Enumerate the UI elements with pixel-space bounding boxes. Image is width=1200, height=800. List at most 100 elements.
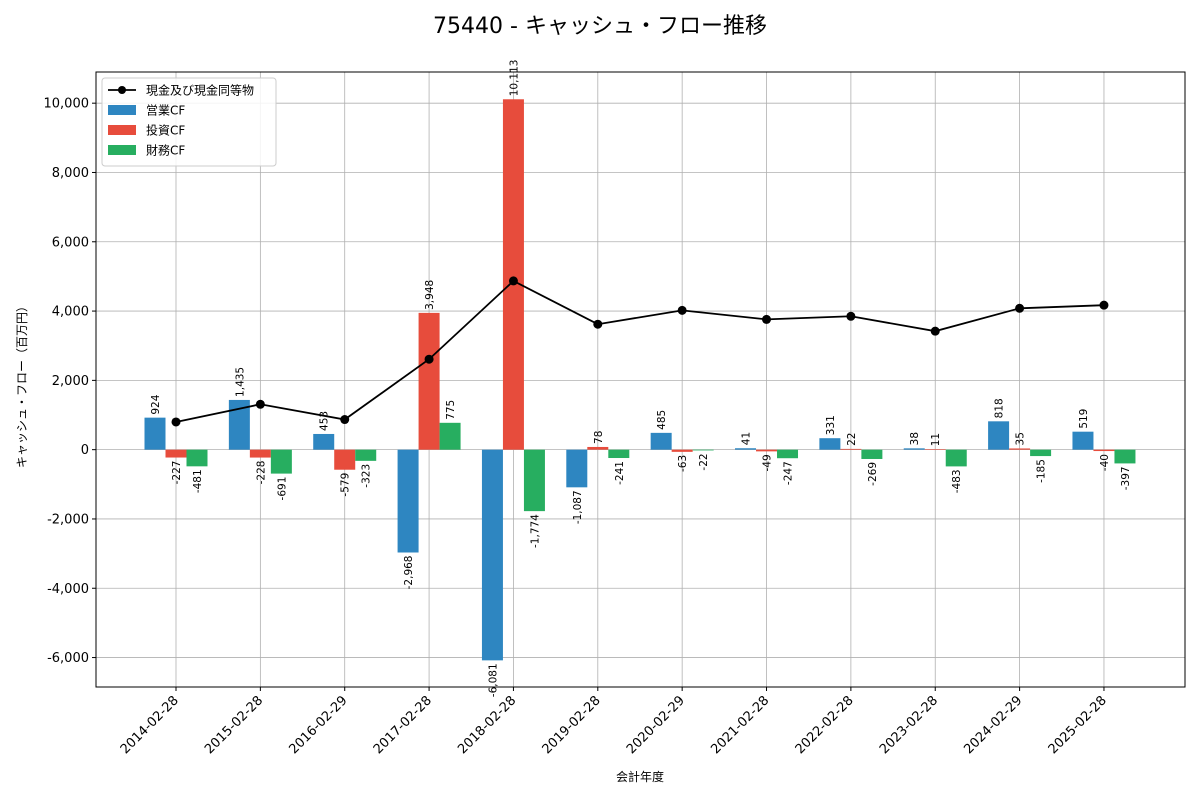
cash-point-2025-02-28	[1099, 300, 1109, 310]
y-tick-label: -2,000	[47, 512, 89, 527]
bar-投資CF-2023-02-28	[924, 449, 946, 450]
bar-投資CF-2025-02-28	[1093, 449, 1115, 452]
bar-財務CF-2018-02-28	[523, 449, 545, 512]
plot-frame	[95, 71, 1186, 688]
bar-営業CF-2021-02-28	[735, 448, 757, 450]
bar-投資CF-2017-02-28	[418, 312, 440, 450]
bar-財務CF-2020-02-29	[692, 449, 714, 451]
bars	[144, 99, 1136, 661]
cash-point-2022-02-28	[846, 311, 856, 321]
bar-投資CF-2021-02-28	[756, 449, 778, 452]
data-label-財務CF-2024-02-29: -185	[1036, 459, 1048, 483]
cash-line	[171, 276, 1109, 427]
data-label-財務CF-2020-02-29: -22	[698, 453, 710, 470]
data-label-営業CF-2021-02-28: 41	[741, 432, 753, 445]
data-label-投資CF-2014-02-28: -227	[171, 461, 183, 485]
legend-swatch-営業CF	[108, 105, 136, 115]
bar-投資CF-2020-02-29	[671, 449, 693, 452]
data-label-営業CF-2015-02-28: 1,435	[234, 367, 246, 397]
data-label-投資CF-2024-02-29: 35	[1015, 432, 1027, 445]
data-label-営業CF-2022-02-28: 331	[825, 415, 837, 435]
bar-財務CF-2025-02-28	[1114, 449, 1136, 464]
data-label-投資CF-2021-02-28: -49	[762, 454, 774, 471]
data-label-財務CF-2019-02-28: -241	[614, 461, 626, 485]
y-tick-label: 8,000	[52, 166, 89, 181]
data-label-投資CF-2023-02-28: 11	[930, 433, 942, 446]
data-label-財務CF-2018-02-28: -1,774	[529, 514, 541, 548]
y-axis-label: キャッシュ・フロー（百万円）	[15, 300, 29, 468]
chart-title: 75440 - キャッシュ・フロー推移	[433, 14, 767, 39]
cash-point-2017-02-28	[424, 354, 434, 364]
data-label-財務CF-2017-02-28: 775	[445, 400, 457, 420]
cash-point-2015-02-28	[255, 399, 265, 409]
bar-営業CF-2019-02-28	[566, 449, 588, 488]
data-label-投資CF-2025-02-28: -40	[1099, 454, 1111, 471]
legend-label-投資CF: 投資CF	[146, 123, 185, 138]
data-label-営業CF-2024-02-29: 818	[994, 398, 1006, 418]
cash-point-2016-02-29	[340, 415, 350, 425]
bar-営業CF-2025-02-28	[1072, 431, 1094, 450]
data-label-営業CF-2020-02-29: 485	[656, 410, 668, 430]
bar-営業CF-2023-02-28	[903, 448, 925, 450]
x-axis-label: 会計年度	[616, 769, 664, 784]
cash-point-2020-02-29	[677, 305, 687, 315]
data-label-投資CF-2019-02-28: 78	[593, 431, 605, 444]
cash-line-path	[175, 279, 1104, 423]
data-label-財務CF-2023-02-28: -483	[951, 469, 963, 493]
data-label-財務CF-2021-02-28: -247	[783, 461, 795, 485]
cash-point-2019-02-28	[593, 319, 603, 329]
cash-point-2021-02-28	[762, 314, 772, 324]
bar-財務CF-2017-02-28	[439, 422, 461, 450]
bar-財務CF-2023-02-28	[945, 449, 967, 467]
bar-営業CF-2020-02-29	[650, 432, 672, 450]
bar-投資CF-2019-02-28	[587, 446, 609, 450]
legend-label-財務CF: 財務CF	[146, 143, 185, 158]
cash-point-2018-02-28	[508, 276, 518, 286]
y-tick-label: 6,000	[52, 235, 89, 250]
data-label-投資CF-2015-02-28: -228	[255, 461, 267, 485]
bar-営業CF-2017-02-28	[397, 449, 419, 553]
bar-投資CF-2014-02-28	[165, 449, 187, 458]
bar-営業CF-2022-02-28	[819, 438, 841, 450]
grid-lines	[96, 72, 1185, 687]
bar-財務CF-2024-02-29	[1030, 449, 1052, 457]
data-label-財務CF-2015-02-28: -691	[276, 477, 288, 501]
data-label-財務CF-2014-02-28: -481	[192, 469, 204, 493]
data-label-営業CF-2014-02-28: 924	[150, 394, 162, 414]
data-label-財務CF-2016-02-29: -323	[361, 464, 373, 488]
cash-point-2014-02-28	[171, 417, 181, 427]
bar-営業CF-2014-02-28	[144, 417, 166, 450]
bar-財務CF-2015-02-28	[270, 449, 292, 474]
legend-swatch-財務CF	[108, 145, 136, 155]
bar-財務CF-2019-02-28	[608, 449, 630, 459]
bar-営業CF-2024-02-29	[988, 421, 1010, 450]
cash-point-2023-02-28	[930, 326, 940, 336]
legend-box	[101, 77, 277, 167]
bar-財務CF-2021-02-28	[777, 449, 799, 459]
y-tick-label: 0	[81, 443, 89, 458]
bar-投資CF-2018-02-28	[502, 99, 524, 450]
data-label-投資CF-2022-02-28: 22	[846, 433, 858, 446]
bar-投資CF-2024-02-29	[1009, 448, 1031, 450]
y-tick-label: 2,000	[52, 374, 89, 389]
legend-label-営業CF: 営業CF	[146, 104, 185, 118]
bar-投資CF-2022-02-28	[840, 448, 862, 450]
data-label-営業CF-2017-02-28: -2,968	[403, 555, 415, 589]
data-label-財務CF-2022-02-28: -269	[867, 462, 879, 486]
bar-営業CF-2015-02-28	[228, 399, 250, 450]
y-tick-label: -4,000	[47, 582, 89, 597]
data-label-営業CF-2025-02-28: 519	[1078, 409, 1090, 429]
data-label-営業CF-2019-02-28: -1,087	[572, 490, 584, 524]
data-label-投資CF-2017-02-28: 3,948	[424, 280, 436, 310]
bar-投資CF-2015-02-28	[249, 449, 271, 458]
legend-label-現金及び現金同等物: 現金及び現金同等物	[146, 83, 254, 98]
legend-swatch-投資CF	[108, 125, 136, 135]
bar-営業CF-2018-02-28	[481, 449, 503, 661]
data-label-営業CF-2023-02-28: 38	[909, 432, 921, 445]
bar-営業CF-2016-02-29	[313, 433, 335, 450]
bar-財務CF-2016-02-29	[355, 449, 377, 461]
data-label-投資CF-2018-02-28: 10,113	[508, 60, 520, 97]
data-label-営業CF-2016-02-29: 453	[319, 411, 331, 431]
